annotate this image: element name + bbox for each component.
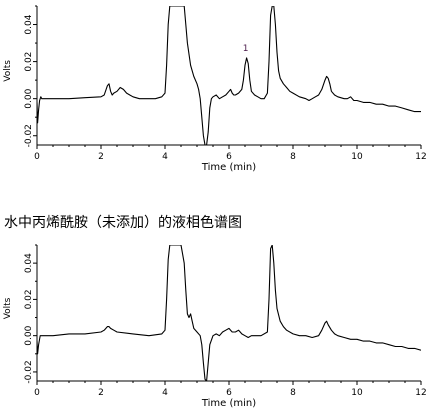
y-axis-label: Volts — [3, 297, 13, 319]
x-tick-label: 6 — [226, 388, 232, 398]
y-tick-label: 0.00 — [24, 88, 34, 108]
x-tick-label: 12 — [415, 152, 426, 162]
x-tick-label: 2 — [98, 152, 104, 162]
chromatogram-chart-bottom: 0 2 4 6 8 10 12 -0.02 0.00 0.02 0.04 Time (min) Volt… — [3, 244, 427, 409]
x-tick-label: 2 — [98, 388, 104, 398]
y-tick-label: 0.00 — [24, 325, 34, 345]
y-tick-label: 0.04 — [24, 14, 34, 34]
chromatogram-chart-top: 0 2 4 6 8 10 12 -0.02 0.00 0.02 0.04 Time (min) Volt… — [3, 5, 427, 173]
x-tick-label: 4 — [162, 388, 168, 398]
chromatogram-trace — [37, 245, 421, 381]
x-axis-label: Time (min) — [201, 398, 256, 409]
x-tick-label: 4 — [162, 152, 168, 162]
x-tick-label: 8 — [290, 152, 296, 162]
y-axis-label: Volts — [3, 60, 13, 82]
y-tick-label: 0.04 — [24, 253, 34, 273]
y-tick-label: -0.02 — [24, 360, 34, 383]
x-tick-label: 10 — [351, 388, 363, 398]
x-tick-label: 8 — [290, 388, 296, 398]
x-tick-label: 6 — [226, 152, 232, 162]
y-tick-label: 0.02 — [24, 52, 34, 72]
x-tick-label: 0 — [34, 152, 40, 162]
section-title: 水中丙烯酰胺（未添加）的液相色谱图 — [4, 215, 242, 231]
y-tick-label: 0.02 — [24, 289, 34, 309]
chromatogram-trace — [37, 6, 421, 145]
y-tick-label: -0.02 — [24, 124, 34, 147]
x-tick-label: 10 — [351, 152, 363, 162]
peak-annotation: 1 — [243, 44, 249, 54]
x-tick-label: 0 — [34, 388, 40, 398]
x-axis-label: Time (min) — [201, 162, 256, 173]
x-tick-label: 12 — [415, 388, 426, 398]
